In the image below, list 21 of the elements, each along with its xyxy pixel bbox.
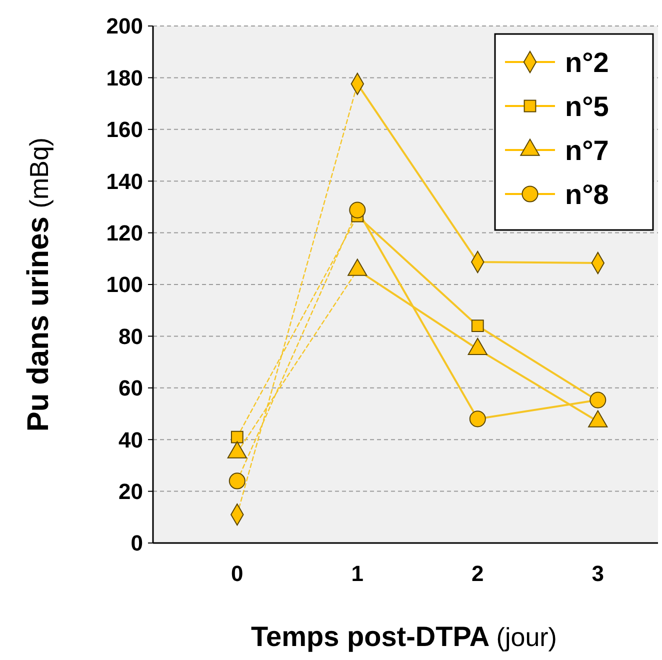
y-tick-label: 120 bbox=[106, 220, 143, 246]
y-tick-label: 180 bbox=[106, 65, 143, 90]
x-tick-label: 3 bbox=[592, 561, 604, 586]
x-tick-label: 2 bbox=[472, 561, 484, 586]
y-tick-label: 80 bbox=[118, 324, 143, 349]
y-axis-title: Pu dans urines (mBq) bbox=[22, 137, 55, 432]
x-tick-label: 1 bbox=[351, 561, 364, 586]
legend-label: n°8 bbox=[565, 178, 609, 210]
y-tick-label: 60 bbox=[118, 376, 143, 401]
y-tick-label: 100 bbox=[106, 272, 143, 298]
y-tick-label: 40 bbox=[118, 427, 143, 452]
y-tick-label: 20 bbox=[118, 479, 143, 504]
legend-label: n°5 bbox=[565, 90, 609, 122]
y-tick-label: 160 bbox=[106, 117, 143, 142]
y-tick-label: 0 bbox=[130, 530, 143, 556]
x-axis-title: Temps post-DTPA (jour) bbox=[251, 621, 557, 652]
y-tick-label: 200 bbox=[106, 14, 143, 39]
legend-label: n°2 bbox=[565, 46, 609, 78]
y-tick-label: 140 bbox=[106, 168, 143, 194]
x-tick-label: 0 bbox=[231, 561, 244, 586]
legend-label: n°7 bbox=[565, 134, 609, 166]
